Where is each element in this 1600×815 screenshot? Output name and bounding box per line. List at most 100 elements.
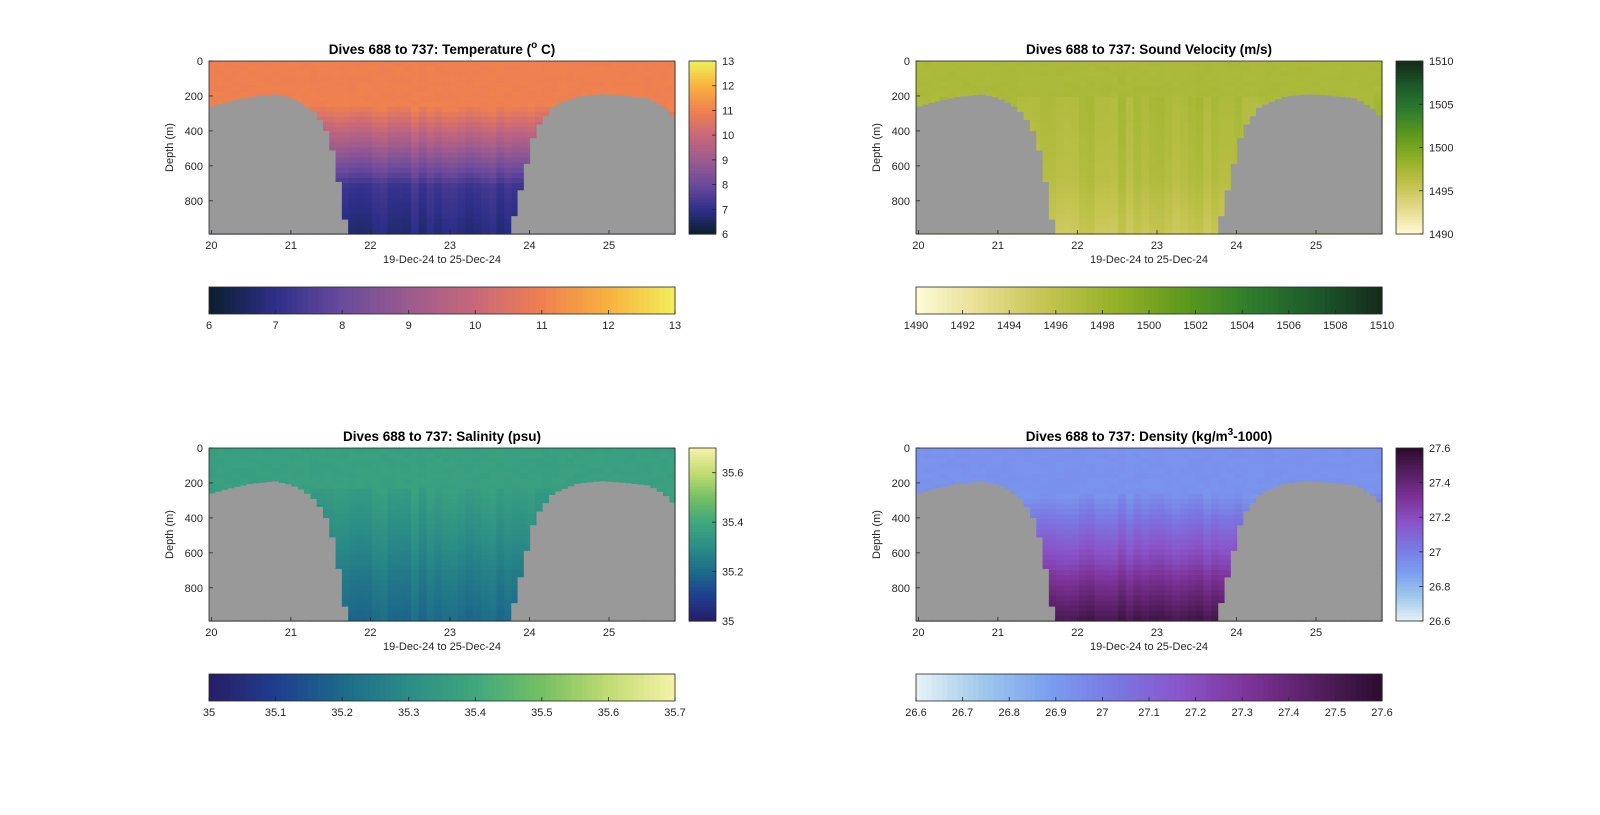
sound-velocity-cell [1001,86,1010,93]
temperature-cell [333,91,342,98]
temperature-cell [387,152,396,159]
temperature-mask-step [284,97,292,234]
sound-velocity-cell [1226,157,1236,164]
temperature-cell [473,188,482,194]
sound-velocity-cell [1358,66,1368,72]
sound-velocity-cell [931,71,940,77]
sound-velocity-cell [931,96,940,103]
temperature-cell [473,228,482,235]
salinity-cell [240,478,249,485]
temperature-cell [240,71,249,77]
temperature-cell [372,228,381,235]
sound-velocity-cell [1257,86,1267,93]
sound-velocity-bottom-colorbar-step [1159,287,1166,314]
temperature-bottom-colorbar-step [297,287,303,314]
temperature-cell [504,101,513,108]
temperature-cell [457,193,466,199]
temperature-cell [341,137,350,144]
temperature-cell [348,188,358,194]
sound-velocity-cell [1001,76,1010,82]
temperature-cell [496,71,505,77]
temperature-bottom-colorbar-label: 7 [273,320,279,332]
temperature-side-colorbar-step [689,69,716,74]
temperature-cell [442,81,451,88]
sound-velocity-cell [1079,86,1088,93]
sound-velocity-cell [1102,106,1111,113]
temperature-cell [496,223,505,230]
sound-velocity-cell [1086,101,1096,108]
temperature-cell [333,147,342,154]
temperature-cell [434,61,443,67]
sound-velocity-bottom-colorbar-step [1035,287,1041,314]
temperature-cell [426,66,435,72]
temperature-cell [418,86,428,93]
sound-velocity-cell [1218,106,1228,113]
sound-velocity-cell [1195,86,1204,93]
sound-velocity-cell [916,61,925,67]
temperature-side-colorbar-label: 9 [722,155,728,167]
sound-velocity-title: Dives 688 to 737: Sound Velocity (m/s) [1026,42,1272,57]
temperature-cell [356,111,365,118]
temperature-mask-step [612,95,619,235]
temperature-cell [667,111,676,118]
sound-velocity-cell [1319,71,1329,77]
sound-velocity-cell [1242,116,1251,123]
salinity-cell [294,453,303,459]
temperature-cell [224,66,233,72]
sound-velocity-bottom-colorbar-step [1268,287,1274,314]
temperature-cell [224,81,233,88]
temperature-cell [255,86,264,93]
sound-velocity-cell [1226,132,1236,138]
sound-velocity-bottom-colorbar-label: 1506 [1277,320,1301,332]
sound-velocity-cell [1071,106,1080,113]
temperature-cell [387,188,396,194]
sound-velocity-cell [1063,142,1072,149]
temperature-cell [209,71,218,77]
temperature-cell [488,203,497,210]
temperature-cell [418,223,428,230]
temperature-cell [348,213,358,220]
sound-velocity-cell [1366,81,1375,88]
temperature-cell [434,147,443,154]
temperature-bottom-colorbar-step [442,287,448,314]
sound-velocity-cell [1094,111,1103,118]
temperature-cell [325,66,334,72]
sound-velocity-x-tick-label: 20 [912,240,924,252]
temperature-bottom-colorbar-step [431,287,438,314]
sound-velocity-cell [1211,203,1220,210]
sound-velocity-cell [947,86,956,93]
temperature-cell [480,81,490,88]
temperature-cell [457,71,466,77]
sound-velocity-cell [1079,188,1088,194]
temperature-cell [465,101,474,108]
temperature-cell [395,228,404,235]
temperature-bottom-colorbar-step [214,287,220,314]
temperature-cell [387,157,396,164]
temperature-cell [379,86,389,93]
sound-velocity-cell [1203,223,1212,230]
sound-velocity-cell [1281,61,1290,67]
temperature-cell [457,152,466,159]
sound-velocity-side-colorbar-step [1396,184,1423,189]
temperature-bottom-colorbar-step [462,287,469,314]
sound-velocity-cell [1048,96,1057,103]
temperature-bottom-colorbar-step [669,287,676,314]
temperature-cell [426,76,435,82]
temperature-cell [317,116,327,123]
temperature-cell [356,106,365,113]
sound-velocity-cell [1164,172,1173,179]
sound-velocity-cell [1187,152,1197,159]
temperature-cell [418,96,428,103]
sound-velocity-cell [1040,132,1049,138]
temperature-cell [387,162,396,169]
sound-velocity-mask-step [1319,95,1326,235]
temperature-bottom-colorbar-step [592,287,598,314]
sound-velocity-cell [1156,188,1166,194]
sound-velocity-cell [1110,111,1119,118]
temperature-cell [628,71,637,77]
sound-velocity-cell [1358,86,1368,93]
temperature-side-colorbar-step [689,138,716,143]
temperature-cell [449,147,459,154]
sound-velocity-cell [1273,71,1282,77]
sound-velocity-cell [1187,172,1197,179]
